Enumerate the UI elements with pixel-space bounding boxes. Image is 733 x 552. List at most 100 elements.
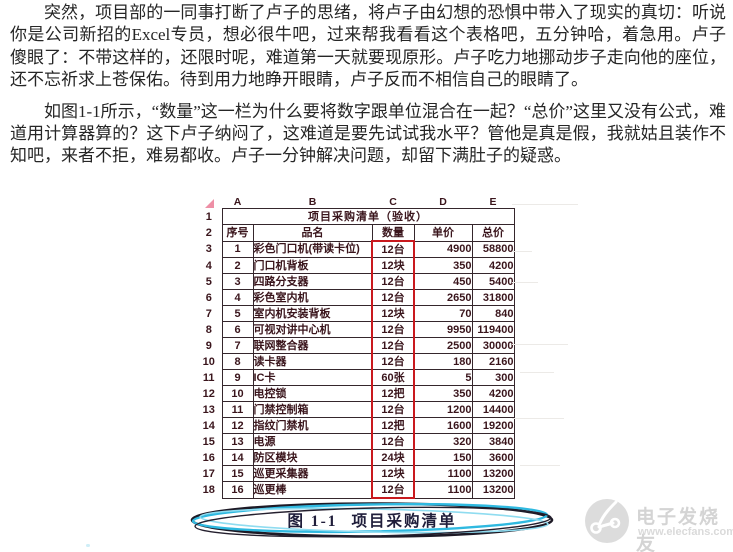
row-number: 15 — [196, 433, 222, 450]
cell-total-price: 300 — [471, 369, 515, 386]
spreadsheet-figure: A B C D E 1 项目采购清单（验收） 2 序号 品名 数量 单价 总价 — [196, 196, 515, 499]
scan-artifact-line — [520, 465, 560, 466]
sheet-head: A B C D E 1 项目采购清单（验收） 2 序号 品名 数量 单价 总价 — [196, 196, 515, 242]
cell-total-price: 13200 — [471, 465, 515, 482]
cell-unit-price: 70 — [413, 305, 473, 322]
table-row: 16 14 防区模块 24块 150 3600 — [196, 449, 515, 466]
cell-product-name: 门禁控制箱 — [252, 401, 373, 418]
column-letter-a: A — [222, 196, 253, 209]
header-qty: 数量 — [371, 224, 415, 242]
cell-product-name: 巡更棒 — [252, 481, 373, 499]
row-number: 4 — [196, 257, 222, 274]
table-row: 3 1 彩色门口机(带读卡位) 12台 4900 58800 — [196, 240, 515, 258]
cell-total-price: 30000 — [471, 337, 515, 354]
cell-unit-price: 2500 — [413, 337, 473, 354]
row-number: 10 — [196, 353, 222, 370]
scan-artifact-line — [520, 372, 554, 373]
cell-quantity-highlighted: 12台 — [371, 433, 415, 450]
header-total: 总价 — [471, 224, 515, 242]
scan-artifact-line — [512, 282, 538, 283]
row-number: 6 — [196, 289, 222, 306]
cell-product-name: 彩色门口机(带读卡位) — [252, 240, 373, 258]
table-row: 4 2 门口机背板 12块 350 4200 — [196, 257, 515, 274]
cell-seq: 2 — [221, 257, 254, 274]
row-number: 3 — [196, 241, 222, 258]
cell-seq: 15 — [221, 465, 254, 482]
column-letter-c: C — [372, 196, 414, 209]
header-name: 品名 — [252, 224, 373, 242]
cell-total-price: 3840 — [471, 433, 515, 450]
cell-product-name: 指纹门禁机 — [252, 417, 373, 434]
select-all-icon — [204, 198, 214, 208]
cell-quantity-highlighted: 12台 — [371, 401, 415, 418]
scan-artifact-line — [512, 344, 568, 345]
cell-product-name: 室内机安装背板 — [252, 305, 373, 322]
watermark-url: www.elecfans.com — [638, 526, 733, 538]
cell-quantity-highlighted: 12台 — [371, 273, 415, 290]
table-row: 13 11 门禁控制箱 12台 1200 14400 — [196, 401, 515, 418]
cell-unit-price: 2650 — [413, 289, 473, 306]
cell-total-price: 119400 — [471, 321, 515, 338]
elecfans-logo-icon — [585, 499, 629, 543]
spreadsheet-table: A B C D E 1 项目采购清单（验收） 2 序号 品名 数量 单价 总价 — [196, 196, 515, 499]
cell-total-price: 4200 — [471, 385, 515, 402]
cell-quantity-highlighted: 12台 — [371, 353, 415, 370]
scan-artifact-line — [512, 204, 578, 205]
column-letter-e: E — [472, 196, 514, 209]
cell-total-price: 5400 — [471, 273, 515, 290]
row-number: 5 — [196, 273, 222, 290]
table-row: 17 15 巡更采集器 12块 1100 13200 — [196, 465, 515, 482]
table-row: 6 4 彩色室内机 12台 2650 31800 — [196, 289, 515, 306]
cell-product-name: 可视对讲中心机 — [252, 321, 373, 338]
cell-total-price: 13200 — [471, 481, 515, 499]
cell-quantity-highlighted: 12块 — [371, 257, 415, 274]
cell-unit-price: 1100 — [413, 481, 473, 499]
caption-label: 图 1-1 — [287, 513, 338, 530]
cell-total-price: 4200 — [471, 257, 515, 274]
story-text: 突然，项目部的一同事打断了卢子的思绪，将卢子由幻想的恐惧中带入了现实的真切：听说… — [10, 2, 726, 168]
cell-seq: 8 — [221, 353, 254, 370]
table-row: 7 5 室内机安装背板 12块 70 840 — [196, 305, 515, 322]
cell-seq: 11 — [221, 401, 254, 418]
paragraph-2: 如图1-1所示，“数量”这一栏为什么要将数字跟单位混合在一起？“总价”这里又没有… — [10, 101, 726, 166]
cell-unit-price: 1100 — [413, 465, 473, 482]
cell-total-price: 14400 — [471, 401, 515, 418]
cell-product-name: 电源 — [252, 433, 373, 450]
header-unit-price: 单价 — [413, 224, 473, 242]
cell-product-name: 巡更采集器 — [252, 465, 373, 482]
cell-quantity-highlighted: 12把 — [371, 385, 415, 402]
row-number: 9 — [196, 337, 222, 354]
figure-caption: 图 1-1 项目采购清单 — [178, 497, 566, 545]
cell-total-price: 2160 — [471, 353, 515, 370]
cell-product-name: 读卡器 — [252, 353, 373, 370]
caption-text: 图 1-1 项目采购清单 — [178, 509, 566, 531]
watermark: 电子发烧友 www.elecfans.com — [580, 496, 733, 552]
cell-unit-price: 9950 — [413, 321, 473, 338]
cell-unit-price: 350 — [413, 385, 473, 402]
row-number: 13 — [196, 401, 222, 418]
table-row: 9 7 联网整合器 12台 2500 30000 — [196, 337, 515, 354]
cell-total-price: 840 — [471, 305, 515, 322]
cell-seq: 12 — [221, 417, 254, 434]
table-row: 15 13 电源 12台 320 3840 — [196, 433, 515, 450]
title-row: 1 项目采购清单（验收） — [196, 208, 515, 225]
cell-product-name: IC卡 — [252, 369, 373, 386]
cell-seq: 16 — [221, 481, 254, 499]
cell-seq: 4 — [221, 289, 254, 306]
cell-seq: 10 — [221, 385, 254, 402]
scan-artifact-line — [512, 418, 564, 419]
header-row: 2 序号 品名 数量 单价 总价 — [196, 224, 515, 242]
row-number: 7 — [196, 305, 222, 322]
scan-speck — [86, 544, 90, 547]
watermark-name: 电子发烧友 — [636, 507, 721, 552]
cell-seq: 14 — [221, 449, 254, 466]
row-number: 2 — [196, 224, 222, 241]
row-number: 14 — [196, 417, 222, 434]
cell-quantity-highlighted: 12块 — [371, 465, 415, 482]
cell-seq: 7 — [221, 337, 254, 354]
select-all-corner — [196, 196, 222, 209]
row-number: 1 — [196, 208, 222, 225]
cell-seq: 6 — [221, 321, 254, 338]
cell-product-name: 电控锁 — [252, 385, 373, 402]
